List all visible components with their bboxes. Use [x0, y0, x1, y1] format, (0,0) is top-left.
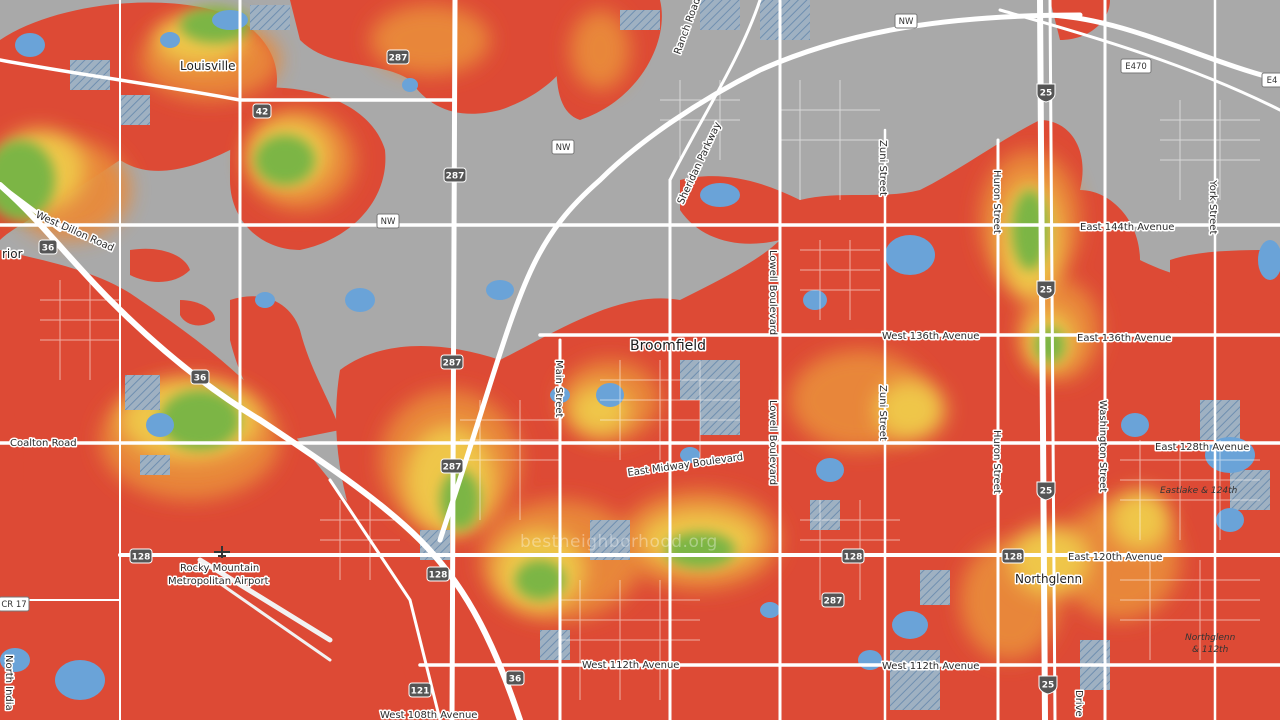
svg-text:E4: E4: [1267, 76, 1278, 86]
svg-text:E470: E470: [1125, 62, 1147, 72]
svg-text:287: 287: [389, 54, 408, 64]
airport-label-line1: Rocky Mountain: [180, 563, 259, 574]
interstate-shield: 25: [1036, 83, 1056, 103]
svg-text:NW: NW: [556, 143, 571, 153]
road-label-lowell-north: Lowell Boulevard: [767, 250, 778, 335]
road-label-washington: Washington Street: [1097, 400, 1108, 492]
state-highway-shield: 121: [408, 682, 432, 698]
us-highway-shield: 287: [443, 167, 467, 183]
heat-green-layer: [0, 7, 1065, 600]
us-highway-shield: 36: [38, 239, 58, 255]
road-label-huron-north: Huron Street: [991, 170, 1002, 234]
nw-parkway-shield: NW: [894, 13, 918, 29]
place-label-louisville: Louisville: [180, 59, 236, 73]
nw-parkway-shield: NW: [376, 213, 400, 229]
state-highway-shield: 128: [1001, 548, 1025, 564]
poi-label-northglenn-112-line1: Northglenn: [1185, 633, 1236, 643]
svg-text:NW: NW: [899, 17, 914, 27]
svg-text:287: 287: [443, 463, 462, 473]
road-label-york: York Street: [1207, 179, 1218, 234]
svg-text:287: 287: [446, 172, 465, 182]
road-label-e144: East 144th Avenue: [1080, 222, 1174, 233]
place-label-superior: rior: [2, 247, 23, 261]
road-label-w136: West 136th Avenue: [882, 331, 979, 342]
svg-text:NW: NW: [381, 217, 396, 227]
svg-text:25: 25: [1040, 89, 1053, 99]
road-label-e128: East 128th Avenue: [1155, 442, 1249, 453]
road-label-zuni-south: Zuni Street: [877, 385, 888, 441]
svg-text:25: 25: [1042, 681, 1055, 691]
water-bodies: [0, 10, 1280, 700]
watermark: bestneighborhood.org: [520, 532, 718, 552]
road-label-north-indiana: North India: [3, 655, 14, 711]
svg-text:121: 121: [411, 687, 430, 697]
state-highway-shield: 128: [841, 548, 865, 564]
svg-text:287: 287: [443, 359, 462, 369]
poi-label-northglenn-112-line2: & 112th: [1192, 645, 1229, 655]
toll-road-shield: E470: [1120, 58, 1152, 74]
svg-text:25: 25: [1040, 487, 1053, 497]
toll-road-shield: E4: [1261, 72, 1280, 88]
road-label-e136: East 136th Avenue: [1077, 333, 1171, 344]
road-label-zuni-north: Zuni Street: [877, 140, 888, 196]
road-label-drive: Drive: [1073, 690, 1084, 717]
us-highway-shield: 287: [440, 354, 464, 370]
us-highway-shield: 287: [440, 458, 464, 474]
interstate-shield: 25: [1038, 675, 1058, 695]
place-labels: Louisville Broomfield Northglenn rior Ro…: [1, 58, 1084, 589]
svg-text:CR 17: CR 17: [1, 600, 26, 610]
nw-parkway-shield: NW: [551, 139, 575, 155]
poi-label-eastlake: Eastlake & 124th: [1160, 486, 1238, 496]
svg-text:42: 42: [256, 108, 269, 118]
road-label-e120: East 120th Avenue: [1068, 552, 1162, 563]
svg-text:287: 287: [824, 597, 843, 607]
svg-text:36: 36: [509, 675, 522, 685]
road-label-huron-south: Huron Street: [991, 430, 1002, 494]
svg-text:25: 25: [1040, 286, 1053, 296]
svg-text:128: 128: [429, 571, 448, 581]
interstate-shield: 25: [1036, 280, 1056, 300]
state-highway-shield: 42: [252, 103, 272, 119]
us-highway-shield: 287: [386, 49, 410, 65]
road-label-w108: West 108th Avenue: [380, 710, 477, 720]
airport-icon: [214, 546, 230, 558]
county-road-shield: CR 17: [0, 596, 30, 612]
road-label-w112-east: West 112th Avenue: [882, 661, 979, 672]
airport-label-line2: Metropolitan Airport: [168, 576, 269, 587]
interstate-shield: 25: [1036, 481, 1056, 501]
road-label-main-street: Main Street: [553, 360, 564, 418]
place-label-northglenn: Northglenn: [1015, 572, 1082, 586]
road-label-w112: West 112th Avenue: [582, 660, 679, 671]
us-highway-shield: 36: [505, 670, 525, 686]
place-label-broomfield: Broomfield: [630, 338, 706, 354]
svg-text:36: 36: [194, 374, 207, 384]
svg-text:128: 128: [132, 553, 151, 563]
state-highway-shield: 128: [426, 566, 450, 582]
state-highway-shield: 128: [129, 548, 153, 564]
highway-shields: 287 287 287 287 287 36 36 36 42 128 128 …: [0, 13, 1280, 698]
us-highway-shield: 287: [821, 592, 845, 608]
svg-text:128: 128: [844, 553, 863, 563]
svg-text:128: 128: [1004, 553, 1023, 563]
us-highway-shield: 36: [190, 369, 210, 385]
road-label-coalton: Coalton Road: [10, 438, 77, 449]
road-label-lowell-south: Lowell Boulevard: [767, 400, 778, 485]
poi-labels: Eastlake & 124th Northglenn & 112th: [1160, 486, 1238, 655]
svg-text:36: 36: [42, 244, 55, 254]
